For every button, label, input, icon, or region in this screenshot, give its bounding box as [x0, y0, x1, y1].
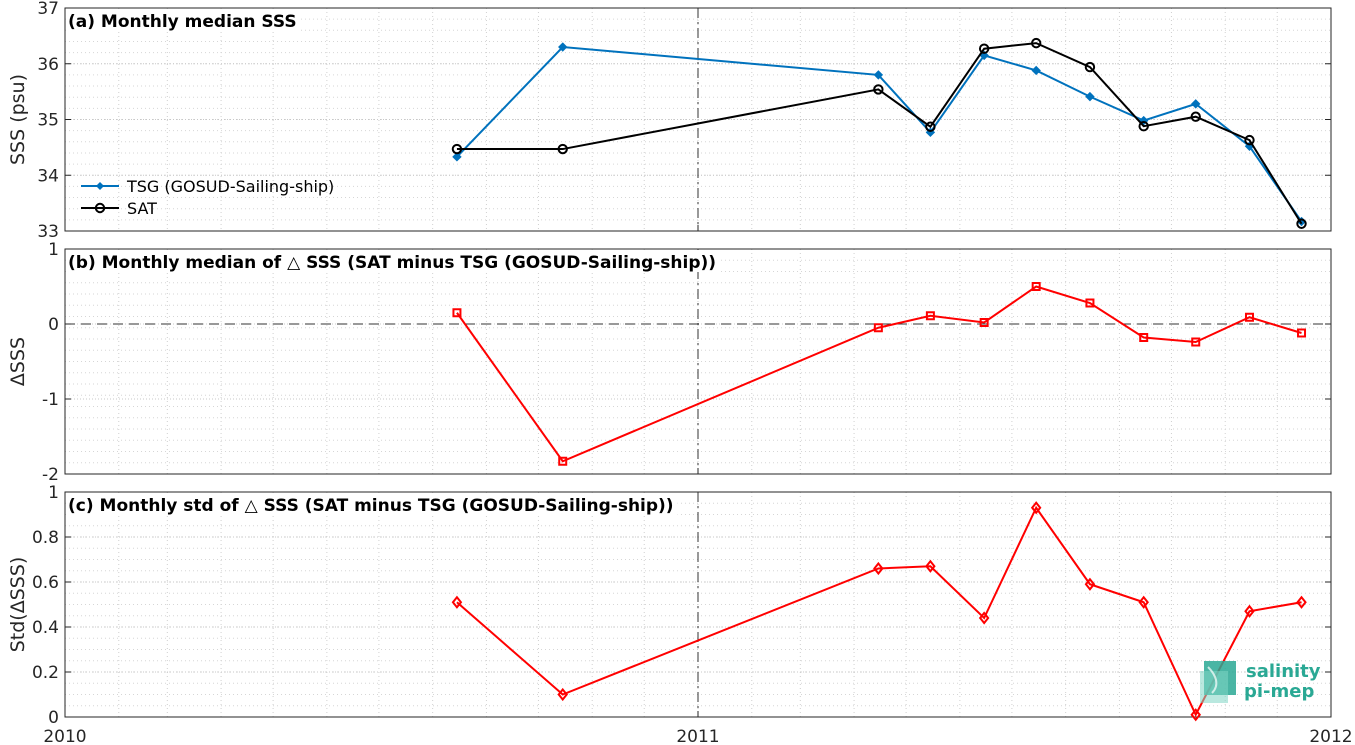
legend-swatch-marker	[96, 182, 104, 190]
data-point	[1084, 61, 1096, 73]
data-point	[1190, 111, 1201, 122]
panel-title-bg	[66, 493, 678, 515]
y-tick-label: -1	[42, 390, 59, 410]
data-point	[1244, 312, 1254, 322]
data-point	[451, 595, 463, 609]
legend-label: SAT	[127, 199, 157, 218]
y-tick-label: 0.2	[32, 663, 59, 683]
series-line	[456, 285, 1302, 463]
panel-title: (b) Monthly median of △ SSS (SAT minus T…	[68, 253, 716, 273]
data-point	[873, 70, 884, 80]
data-point	[1031, 65, 1041, 76]
y-tick-label: 33	[37, 222, 59, 242]
data-point	[925, 559, 936, 573]
data-point	[1191, 337, 1201, 347]
data-point	[1031, 282, 1041, 291]
data-point	[1138, 595, 1149, 609]
data-point	[1084, 577, 1096, 591]
y-tick-label: 1	[48, 483, 59, 503]
legend-label: TSG (GOSUD-Sailing-ship)	[126, 177, 334, 196]
data-point	[1244, 134, 1255, 146]
data-point	[1085, 298, 1095, 308]
data-point	[1191, 99, 1201, 109]
data-point	[925, 121, 936, 132]
y-tick-label: 34	[37, 166, 59, 186]
panel-c: 0 0.2 0.4 0.6 0.8 1 2010 2011 2012 Std(ΔSSS) (c) M…	[7, 483, 1353, 745]
data-point	[873, 323, 883, 333]
data-point	[452, 308, 462, 318]
panel-title: (a) Monthly median SSS	[68, 12, 297, 32]
panel-a: 33 34 35 36 37 SSS (psu) (a) Monthly median SS…	[7, 0, 1332, 242]
data-point	[1030, 37, 1042, 49]
y-tick-label: 0	[48, 708, 59, 728]
panel-title: (c) Monthly std of △ SSS (SAT minus TSG …	[68, 496, 674, 516]
y-axis-label: SSS (psu)	[7, 74, 29, 165]
data-point	[558, 456, 568, 466]
data-point	[1030, 501, 1042, 515]
data-point	[873, 561, 884, 576]
data-point	[979, 318, 989, 327]
data-point	[1139, 333, 1149, 342]
series-line	[456, 42, 1303, 225]
logo-mark-icon	[1200, 661, 1236, 703]
data-point	[873, 84, 884, 95]
y-tick-label: 0.6	[32, 573, 59, 593]
x-tick-label: 2012	[1309, 727, 1352, 745]
data-point	[1244, 604, 1255, 618]
data-point	[1296, 595, 1307, 609]
y-tick-label: 0.4	[32, 618, 59, 638]
y-tick-label: 35	[37, 111, 59, 131]
y-tick-label: 1	[48, 240, 59, 260]
data-point	[1297, 328, 1307, 338]
logo-line1: salinity	[1246, 661, 1321, 682]
data-point	[451, 143, 463, 155]
y-tick-label: 36	[37, 55, 59, 75]
panel-b: -2 -1 0 1 ΔSSS (b) Monthly median of △ SSS (S…	[7, 240, 1332, 485]
series-line	[456, 505, 1302, 718]
y-axis-label: Std(ΔSSS)	[7, 557, 29, 653]
x-tick-label: 2011	[676, 727, 719, 745]
data-point	[925, 311, 935, 321]
data-point	[978, 43, 990, 54]
y-tick-label: 0.8	[32, 528, 59, 548]
y-tick-label: -2	[42, 465, 59, 485]
data-point	[1190, 708, 1202, 722]
data-point	[1085, 91, 1095, 102]
logo-line2: pi-mep	[1244, 681, 1314, 702]
legend-swatch-marker	[94, 202, 106, 214]
data-point	[557, 143, 568, 155]
data-point	[978, 611, 990, 625]
panel-title-bg	[66, 250, 721, 272]
x-tick-label: 2010	[43, 727, 86, 745]
data-point	[557, 687, 569, 702]
data-point	[1138, 120, 1149, 132]
logo-svg: salinity pi-mep	[1200, 661, 1321, 703]
data-point	[1296, 218, 1307, 229]
y-axis-label: ΔSSS	[7, 337, 29, 386]
salinity-pi-mep-logo: salinity pi-mep	[1198, 655, 1328, 705]
data-point	[558, 42, 568, 52]
y-tick-label: 37	[37, 0, 59, 19]
data-point	[452, 152, 462, 162]
y-tick-label: 0	[48, 315, 59, 335]
panel-title-bg	[66, 9, 301, 31]
